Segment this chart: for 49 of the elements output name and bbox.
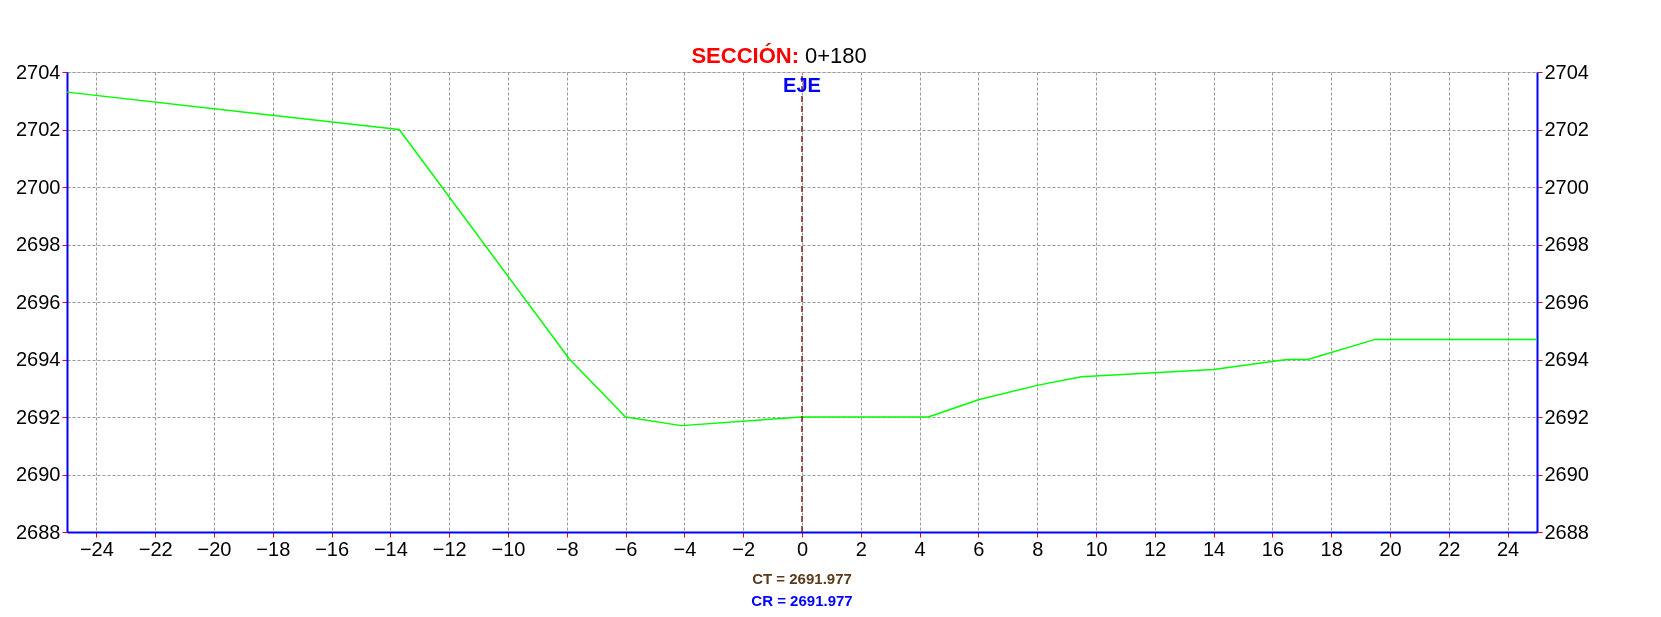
y-tick-label: 2688 bbox=[16, 520, 61, 543]
chart-title: SECCIÓN: bbox=[691, 43, 799, 68]
x-tick-label: −6 bbox=[614, 537, 638, 560]
x-tick-label: −24 bbox=[79, 537, 114, 560]
y-tick-label: 2700 bbox=[16, 175, 61, 198]
x-tick-label: 12 bbox=[1144, 537, 1167, 560]
x-tick-label: −18 bbox=[256, 537, 291, 560]
text: CR = 2691.977 bbox=[751, 592, 853, 609]
ref-line-label: EJE bbox=[783, 74, 821, 96]
y2-tick-label: 2696 bbox=[1544, 290, 1589, 313]
x-tick-label: 6 bbox=[973, 537, 985, 560]
x-tick-label: 22 bbox=[1438, 537, 1461, 560]
x-tick-label: 16 bbox=[1261, 537, 1285, 560]
y-tick-label: 2694 bbox=[16, 348, 61, 370]
y2-tick-label: 2700 bbox=[1544, 175, 1589, 198]
x-tick-label: −8 bbox=[555, 537, 579, 560]
y2-tick-label: 2702 bbox=[1544, 118, 1589, 140]
text: CT = 2691.977 bbox=[752, 570, 852, 587]
y-tick-label: 2690 bbox=[16, 463, 61, 485]
line-series bbox=[66, 91, 1538, 427]
y2-tick-label: 2698 bbox=[1544, 233, 1589, 255]
x-tick-label: 8 bbox=[1032, 537, 1044, 560]
chart-subtitle: 0+180 bbox=[805, 43, 867, 68]
y-tick-label: 2702 bbox=[16, 118, 61, 140]
y2-tick-label: 2694 bbox=[1544, 348, 1589, 370]
y-tick-label: 2696 bbox=[16, 290, 61, 313]
x-tick-label: −20 bbox=[197, 537, 232, 560]
x-tick-label: 10 bbox=[1085, 537, 1108, 560]
x-tick-label: −10 bbox=[491, 537, 526, 560]
y-tick-label: 2692 bbox=[16, 405, 61, 428]
x-tick-label: −22 bbox=[138, 537, 173, 560]
y2-tick-label: 2692 bbox=[1544, 405, 1589, 428]
x-tick-label: 2 bbox=[855, 537, 867, 560]
x-tick-label: 14 bbox=[1202, 537, 1226, 560]
x-tick-label: −12 bbox=[432, 537, 467, 560]
x-tick-label: −2 bbox=[732, 537, 756, 560]
x-tick-label: 0 bbox=[796, 537, 809, 560]
y-tick-label: 2698 bbox=[16, 233, 61, 255]
x-tick-label: −4 bbox=[673, 537, 697, 560]
x-tick-label: −14 bbox=[373, 537, 408, 560]
y2-tick-label: 2690 bbox=[1544, 463, 1589, 485]
x-tick-label: 20 bbox=[1379, 537, 1402, 560]
x-tick-label: 18 bbox=[1320, 537, 1343, 560]
x-tick-label: 4 bbox=[914, 537, 926, 560]
x-tick-label: −16 bbox=[315, 537, 350, 560]
x-tick-label: 24 bbox=[1496, 537, 1520, 560]
y2-tick-label: 2704 bbox=[1544, 60, 1589, 83]
y-tick-label: 2704 bbox=[16, 60, 61, 83]
y2-tick-label: 2688 bbox=[1544, 520, 1589, 543]
